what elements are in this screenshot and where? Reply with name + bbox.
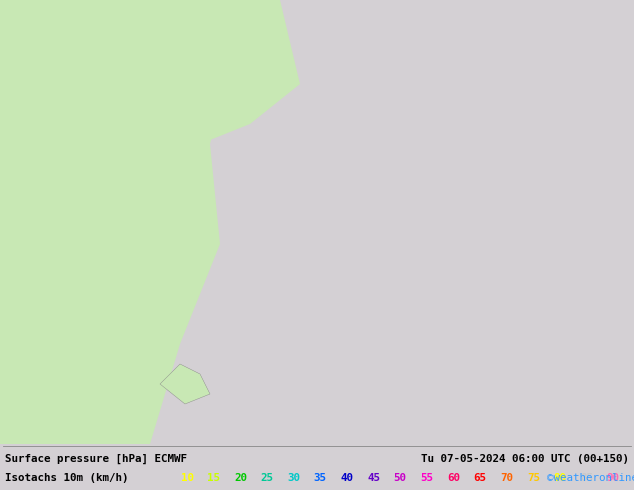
Text: 65: 65: [474, 473, 487, 483]
Text: Tu 07-05-2024 06:00 UTC (00+150): Tu 07-05-2024 06:00 UTC (00+150): [421, 454, 629, 464]
Text: 75: 75: [527, 473, 540, 483]
Text: 70: 70: [500, 473, 514, 483]
Text: Surface pressure [hPa] ECMWF: Surface pressure [hPa] ECMWF: [5, 454, 187, 465]
Text: 30: 30: [287, 473, 301, 483]
Text: 20: 20: [234, 473, 247, 483]
Text: 55: 55: [420, 473, 434, 483]
Text: 40: 40: [340, 473, 354, 483]
Text: 25: 25: [261, 473, 274, 483]
Text: 10: 10: [181, 473, 194, 483]
Text: ©weatheronline.co.uk: ©weatheronline.co.uk: [547, 473, 634, 483]
Text: 15: 15: [207, 473, 221, 483]
Text: 45: 45: [367, 473, 380, 483]
Polygon shape: [0, 0, 230, 444]
Text: 90: 90: [607, 473, 620, 483]
Text: 35: 35: [314, 473, 327, 483]
Text: 50: 50: [394, 473, 407, 483]
Text: 80: 80: [553, 473, 567, 483]
Text: Isotachs 10m (km/h): Isotachs 10m (km/h): [5, 473, 129, 483]
Polygon shape: [0, 0, 300, 144]
Text: 60: 60: [447, 473, 460, 483]
Text: 85: 85: [580, 473, 593, 483]
Polygon shape: [160, 364, 210, 404]
